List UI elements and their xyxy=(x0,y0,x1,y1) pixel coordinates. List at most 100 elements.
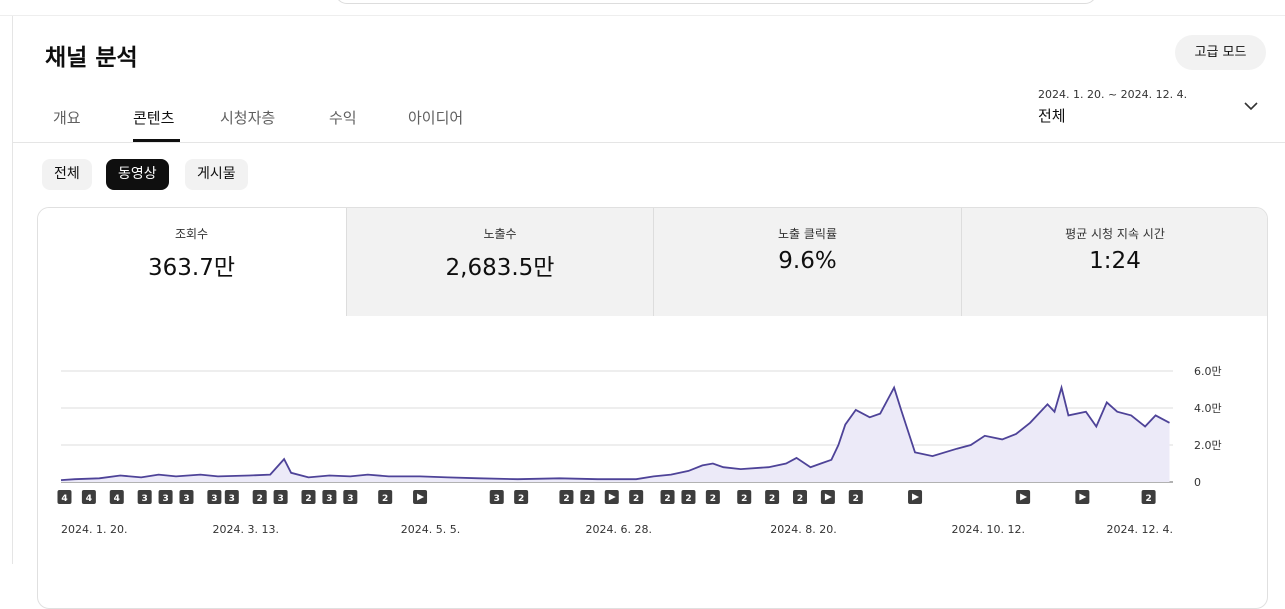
left-border xyxy=(12,16,13,564)
x-tick-label: 2024. 10. 12. xyxy=(952,523,1025,536)
video-marker-badge xyxy=(343,490,358,504)
video-marker-count: 3 xyxy=(229,494,235,504)
video-marker-count: 3 xyxy=(277,494,283,504)
tab[interactable]: 아이디어 xyxy=(408,109,464,127)
video-marker[interactable]: 2 xyxy=(252,490,267,504)
video-marker-count: 2 xyxy=(518,494,524,504)
dropdown-arrow[interactable] xyxy=(1243,100,1259,112)
video-marker-count: 2 xyxy=(563,494,569,504)
tab[interactable]: 시청자층 xyxy=(220,109,276,127)
video-marker-badge xyxy=(559,490,574,504)
filter-chip[interactable]: 게시물 xyxy=(185,159,248,190)
y-tick-label: 4.0만 xyxy=(1194,402,1222,415)
advanced-mode-button[interactable]: 고급 모드 xyxy=(1175,35,1266,70)
metric-value: 1:24 xyxy=(1089,248,1141,274)
video-marker-count: 3 xyxy=(142,494,148,504)
video-marker-badge xyxy=(57,490,72,504)
video-marker[interactable] xyxy=(1075,490,1090,504)
video-marker-count: 4 xyxy=(114,494,120,504)
video-marker[interactable]: 2 xyxy=(1141,490,1156,504)
video-marker[interactable]: 2 xyxy=(559,490,574,504)
video-marker-count: 2 xyxy=(769,494,775,504)
video-marker[interactable]: 2 xyxy=(765,490,780,504)
video-marker-badge xyxy=(660,490,675,504)
video-marker-badge xyxy=(322,490,337,504)
video-marker-count: 2 xyxy=(685,494,691,504)
video-marker[interactable]: 2 xyxy=(848,490,863,504)
video-marker-badge xyxy=(737,490,752,504)
video-marker[interactable]: 4 xyxy=(109,490,124,504)
video-marker[interactable]: 2 xyxy=(681,490,696,504)
play-icon xyxy=(1020,493,1028,501)
video-marker-badge xyxy=(765,490,780,504)
video-marker-count: 2 xyxy=(710,494,716,504)
video-marker[interactable]: 3 xyxy=(489,490,504,504)
filter-chip[interactable]: 전체 xyxy=(42,159,92,190)
video-marker[interactable]: 2 xyxy=(660,490,675,504)
video-marker-count: 2 xyxy=(664,494,670,504)
video-marker[interactable]: 3 xyxy=(273,490,288,504)
tab[interactable]: 개요 xyxy=(53,109,81,127)
x-tick-label: 2024. 8. 20. xyxy=(770,523,836,536)
video-marker[interactable]: 2 xyxy=(793,490,808,504)
video-marker[interactable]: 4 xyxy=(57,490,72,504)
y-tick-label: 2.0만 xyxy=(1194,439,1222,452)
video-marker[interactable]: 3 xyxy=(322,490,337,504)
line xyxy=(60,384,1170,481)
video-marker[interactable] xyxy=(1016,490,1031,504)
video-marker-badge xyxy=(378,490,393,504)
x-tick-label: 2024. 1. 20. xyxy=(61,523,127,536)
video-marker-count: 3 xyxy=(211,494,217,504)
video-marker-count: 2 xyxy=(382,494,388,504)
metric-tile[interactable]: 노출 클릭률 9.6% xyxy=(653,208,961,316)
metric-tile[interactable]: 조회수 363.7만 xyxy=(38,208,345,316)
video-marker-badge xyxy=(224,490,239,504)
video-marker-count: 2 xyxy=(797,494,803,504)
video-marker[interactable]: 2 xyxy=(737,490,752,504)
filter-chip[interactable]: 동영상 xyxy=(106,159,169,190)
metric-label: 노출수 xyxy=(483,227,517,241)
video-marker-badge xyxy=(158,490,173,504)
video-marker[interactable]: 2 xyxy=(629,490,644,504)
video-marker[interactable]: 3 xyxy=(224,490,239,504)
video-marker[interactable]: 2 xyxy=(514,490,529,504)
video-marker[interactable]: 3 xyxy=(343,490,358,504)
video-marker-count: 3 xyxy=(326,494,332,504)
video-marker[interactable]: 3 xyxy=(137,490,152,504)
video-marker[interactable]: 3 xyxy=(179,490,194,504)
tab[interactable]: 수익 xyxy=(329,109,357,127)
x-tick-label: 2024. 5. 5. xyxy=(401,523,460,536)
video-marker-count: 3 xyxy=(347,494,353,504)
metric-label: 조회수 xyxy=(174,227,209,241)
video-marker-count: 2 xyxy=(305,494,311,504)
video-marker-count: 2 xyxy=(633,494,639,504)
video-marker[interactable]: 2 xyxy=(705,490,720,504)
video-marker-badge xyxy=(207,490,222,504)
video-marker[interactable] xyxy=(908,490,923,504)
video-marker-count: 2 xyxy=(1145,494,1151,504)
video-marker-count: 2 xyxy=(741,494,747,504)
video-marker[interactable]: 3 xyxy=(158,490,173,504)
video-marker[interactable]: 3 xyxy=(207,490,222,504)
video-marker[interactable]: 2 xyxy=(378,490,393,504)
video-marker[interactable]: 4 xyxy=(81,490,96,504)
video-marker[interactable] xyxy=(820,490,835,504)
video-marker[interactable]: 2 xyxy=(580,490,595,504)
video-marker-badge xyxy=(705,490,720,504)
video-marker[interactable]: 2 xyxy=(301,490,316,504)
date-range[interactable]: 2024. 1. 20. ~ 2024. 12. 4. xyxy=(1038,88,1188,101)
metric-tile[interactable]: 평균 시청 지속 시간 1:24 xyxy=(960,208,1267,316)
video-marker-count: 2 xyxy=(584,494,590,504)
chart: 0 2.0만 4.0만 6.0만 2024. 1. 20. 2024. 3. 13. 202… xyxy=(57,365,1222,536)
period[interactable]: 전체 xyxy=(1038,107,1066,125)
video-marker-count: 2 xyxy=(257,494,263,504)
tab-underline xyxy=(133,139,180,142)
tab[interactable]: 콘텐츠 xyxy=(133,109,175,127)
metric-value: 2,683.5만 xyxy=(445,255,555,281)
video-marker[interactable] xyxy=(604,490,619,504)
video-marker-count: 3 xyxy=(162,494,168,504)
page-title: 채널 분석 xyxy=(45,45,138,71)
video-marker[interactable] xyxy=(413,490,428,504)
metric-tile[interactable]: 노출수 2,683.5만 xyxy=(345,208,654,316)
